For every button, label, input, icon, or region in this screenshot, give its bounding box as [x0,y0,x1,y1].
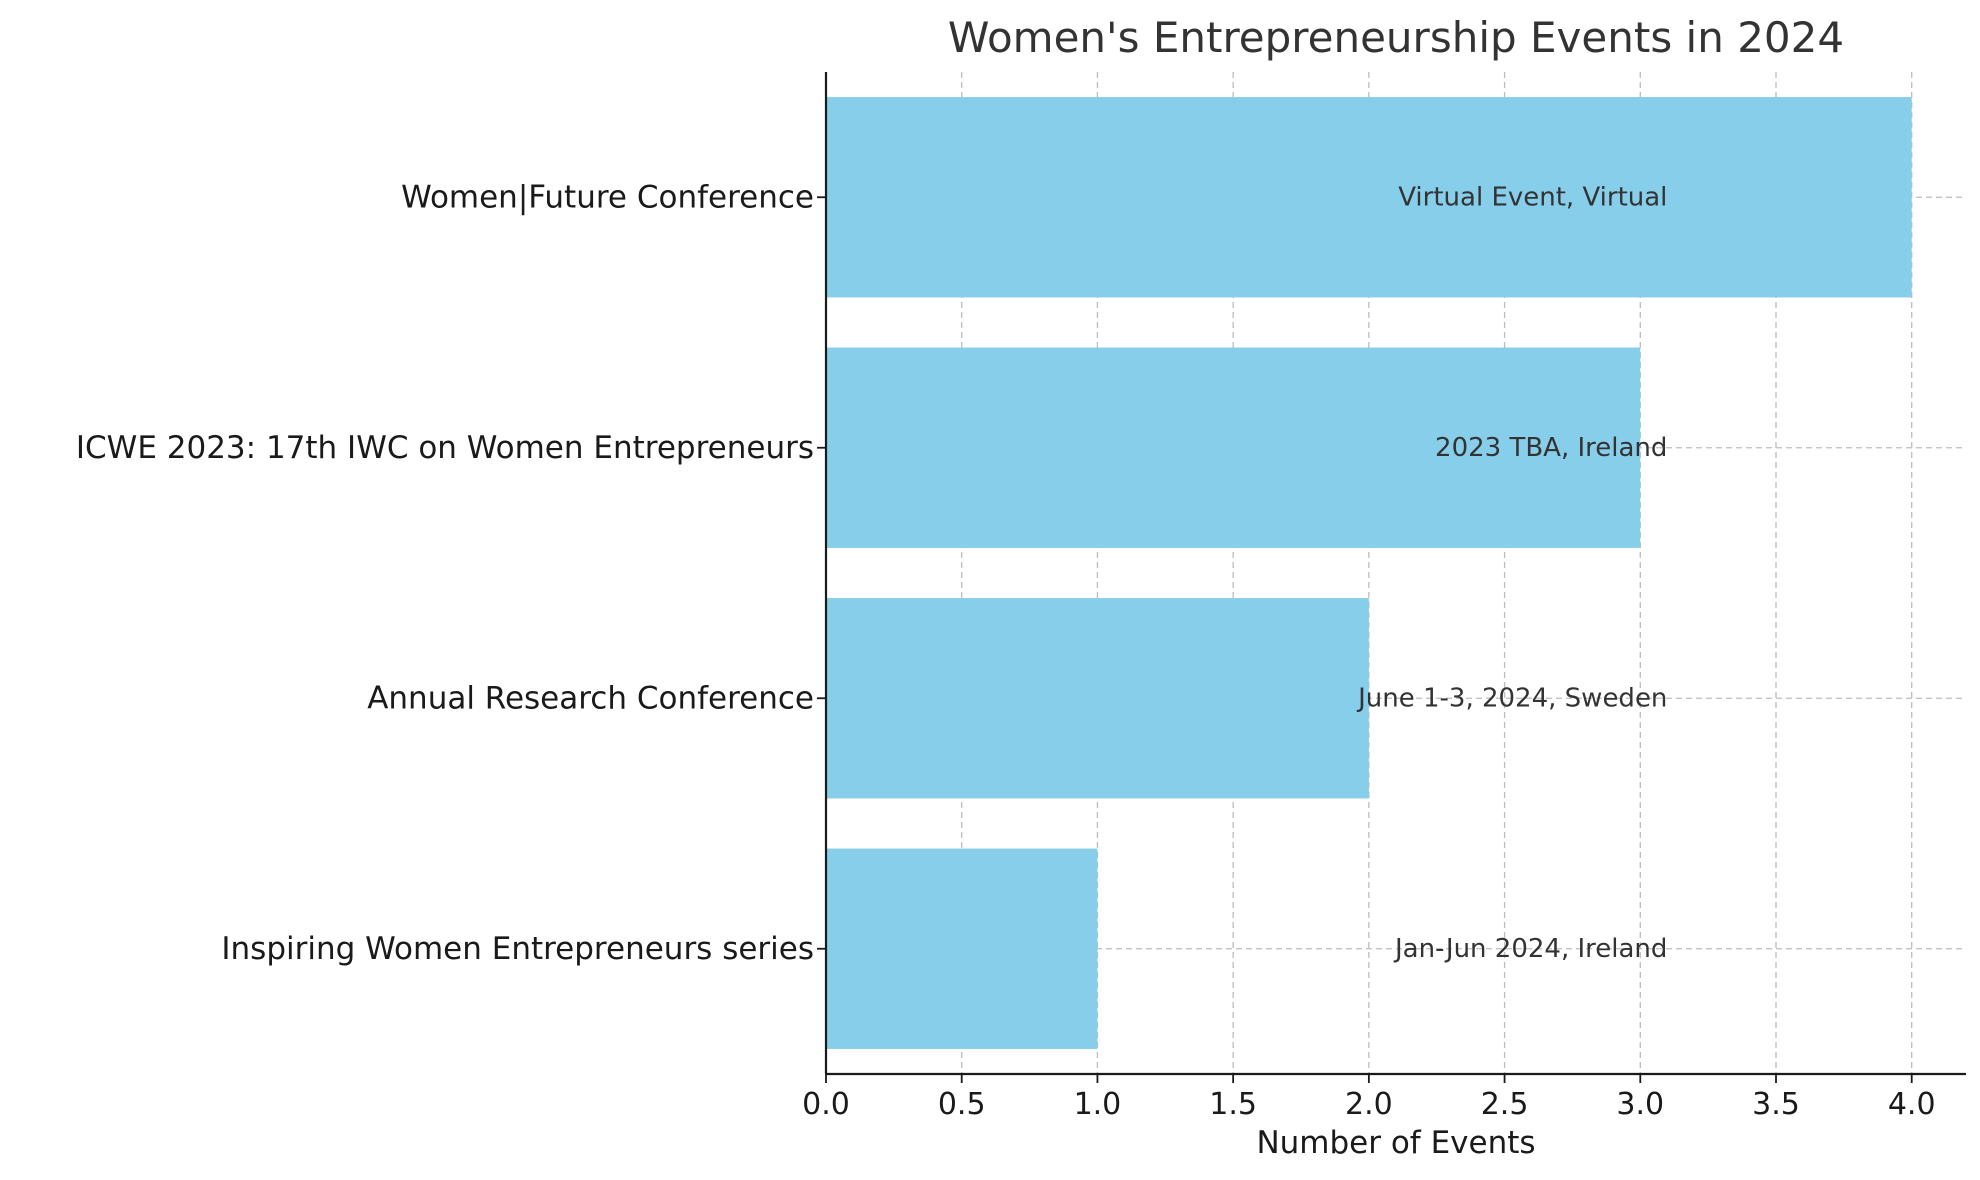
bar [826,848,1098,1049]
bar [826,97,1912,298]
x-tick-label: 4.0 [1888,1087,1936,1122]
x-tick-label: 1.0 [1074,1087,1122,1122]
data-label: Virtual Event, Virtual [1398,182,1667,212]
annotations: Virtual Event, Virtual 2023 TBA, Ireland J… [1356,182,1667,964]
data-label: Jan-Jun 2024, Ireland [1393,934,1667,964]
x-tick-label: 1.5 [1209,1087,1257,1122]
x-axis-label: Number of Events [1256,1125,1535,1161]
y-tick-label: ICWE 2023: 17th IWC on Women Entrepreneu… [76,430,814,466]
chart-title: Women's Entrepreneurship Events in 2024 [948,13,1844,62]
x-tick-label: 3.0 [1616,1087,1664,1122]
axes: 0.0 0.5 1.0 1.5 2.0 2.5 3.0 3.5 4.0 Women|Future … [76,72,1966,1122]
y-tick-label: Annual Research Conference [367,680,814,716]
data-label: 2023 TBA, Ireland [1435,433,1667,463]
x-tick-label: 2.0 [1345,1087,1393,1122]
x-tick-label: 2.5 [1481,1087,1529,1122]
data-label: June 1-3, 2024, Sweden [1356,683,1667,713]
y-tick-label: Inspiring Women Entrepreneurs series [221,931,814,967]
x-tick-label: 0.0 [802,1087,850,1122]
x-tick-label: 3.5 [1752,1087,1800,1122]
bars [826,97,1912,1049]
bar [826,347,1641,548]
x-tick-label: 0.5 [938,1087,986,1122]
bar [826,598,1369,799]
y-tick-label: Women|Future Conference [401,179,814,215]
